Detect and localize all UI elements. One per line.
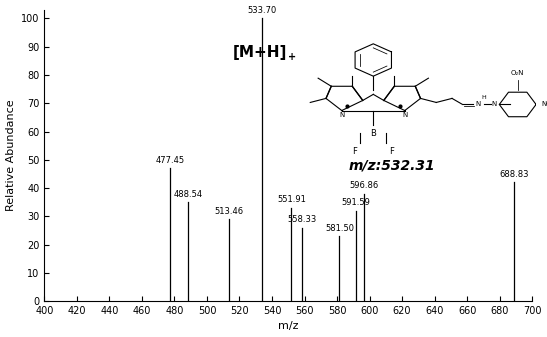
Text: 591.59: 591.59 [341,198,370,207]
Text: 688.83: 688.83 [499,170,529,179]
Text: 551.91: 551.91 [277,195,306,205]
Y-axis label: Relative Abundance: Relative Abundance [5,100,15,211]
Text: 558.33: 558.33 [287,215,317,224]
Text: 488.54: 488.54 [174,190,203,199]
Text: B: B [370,129,376,138]
Text: F: F [389,147,394,156]
Text: N: N [339,112,345,118]
Text: 596.86: 596.86 [350,181,379,190]
Text: O₂N: O₂N [511,70,525,76]
Text: 477.45: 477.45 [156,156,185,165]
Text: F: F [352,147,357,156]
Text: +: + [288,52,296,62]
Text: H: H [481,95,486,100]
Text: [M+H]: [M+H] [233,45,287,60]
Text: m/z:532.31: m/z:532.31 [348,158,435,172]
Text: 513.46: 513.46 [214,207,243,216]
Text: N: N [491,101,497,108]
Text: 581.50: 581.50 [325,224,354,233]
Text: N: N [476,101,481,108]
Text: NO₂: NO₂ [542,101,547,108]
Text: N: N [402,112,408,118]
Text: 533.70: 533.70 [247,6,276,15]
X-axis label: m/z: m/z [278,321,299,332]
